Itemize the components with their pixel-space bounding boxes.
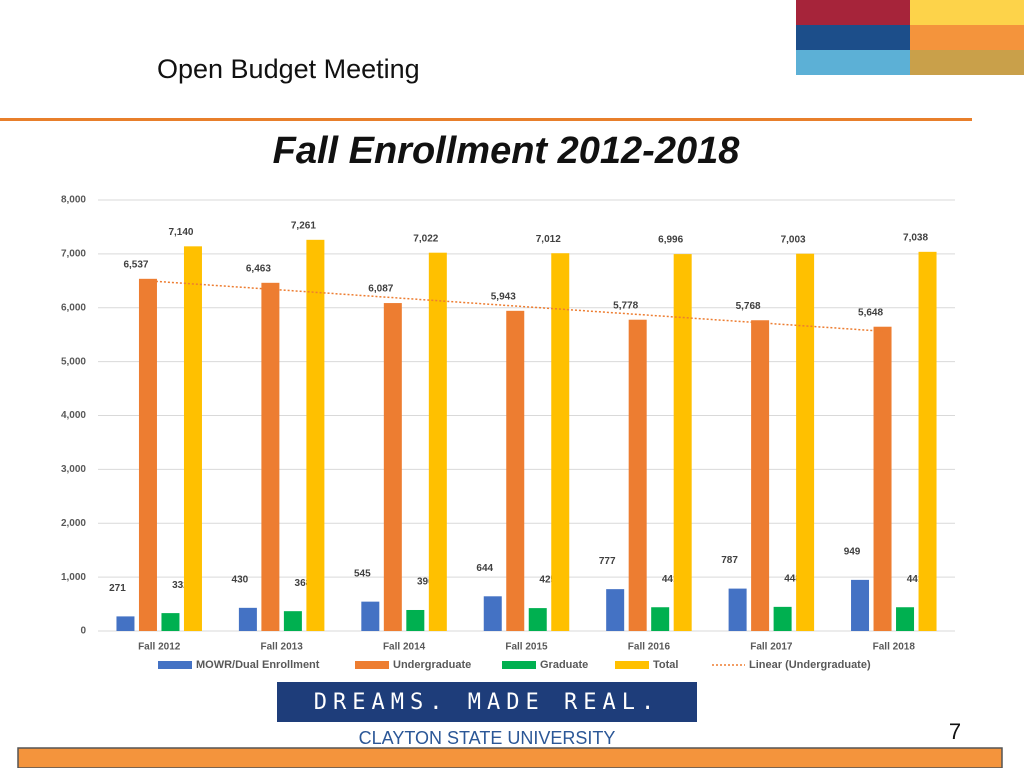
legend-label: Undergraduate [393,659,471,671]
data-label: 6,537 [123,259,148,270]
data-label: 7,012 [536,234,561,245]
bar [628,319,647,631]
university: CLAYTON STATE UNIVERSITY [359,728,616,748]
x-tick-label: Fall 2013 [261,642,304,653]
data-label: 368 [295,578,312,589]
decor-block [910,50,1024,75]
bar [551,253,570,631]
bar [183,246,202,631]
y-tick-label: 0 [80,626,86,637]
data-label: 6,996 [658,235,683,246]
data-label: 7,261 [291,220,316,231]
page-number: 7 [949,719,961,744]
data-label: 7,038 [903,232,928,243]
data-label: 949 [844,547,861,558]
bar [283,611,302,631]
bar [306,239,325,631]
bar [361,601,380,631]
data-label: 441 [662,574,679,585]
bar [851,579,870,631]
data-label: 7,022 [413,233,438,244]
x-tick-label: Fall 2017 [750,642,793,653]
data-label: 6,463 [246,263,271,274]
legend-label: Total [653,659,678,671]
legend-label: Linear (Undergraduate) [749,659,871,671]
decor-block [796,50,910,75]
bar [238,607,257,631]
data-label: 390 [417,577,434,588]
y-tick-label: 5,000 [61,356,86,367]
data-label: 5,648 [858,307,883,318]
bar [506,310,525,631]
data-label: 7,003 [781,234,806,245]
trendline [147,280,883,332]
bar [673,254,692,631]
legend-label: MOWR/Dual Enrollment [196,659,320,671]
y-tick-label: 1,000 [61,572,86,583]
y-tick-label: 8,000 [61,195,86,206]
footer-bar [17,747,1003,769]
bar [751,320,770,631]
bar [873,326,892,631]
data-label: 441 [907,574,924,585]
y-tick-label: 3,000 [61,464,86,475]
x-tick-label: Fall 2018 [873,642,916,653]
header: Open Budget Meeting [157,54,420,84]
bar [406,609,425,631]
x-tick-label: Fall 2015 [505,642,548,653]
decor-block [796,25,910,50]
data-label: 5,943 [491,291,516,302]
header-rule [0,118,972,121]
legend-swatch [615,661,649,669]
bar [606,589,625,631]
data-label: 430 [232,574,249,585]
y-tick-label: 6,000 [61,302,86,313]
decor-block [910,25,1024,50]
x-tick-label: Fall 2012 [138,642,181,653]
legend-swatch [158,661,192,669]
x-tick-label: Fall 2014 [383,642,426,653]
data-label: 271 [109,583,126,594]
legend-label: Graduate [540,659,588,671]
data-label: 448 [784,574,801,585]
data-label: 5,778 [613,300,638,311]
bar [528,608,547,631]
y-tick-label: 2,000 [61,518,86,529]
bar [796,253,815,631]
banner: DREAMS. MADE REAL. [314,690,660,715]
data-label: 787 [721,555,738,566]
data-label: 7,140 [168,227,193,238]
data-label: 332 [172,580,189,591]
data-label: 644 [476,563,493,574]
data-label: 425 [539,575,556,586]
decor-block [910,0,1024,25]
banner-box [277,682,697,722]
y-tick-label: 4,000 [61,410,86,421]
y-tick-label: 7,000 [61,249,86,260]
chart: 0 1,000 2,000 3,000 4,000 5,000 6,000 7,000 8,00… [61,195,955,671]
bar [918,251,937,631]
data-label: 5,768 [736,301,761,312]
x-tick-label: Fall 2016 [628,642,671,653]
bar [261,282,280,631]
bar [728,588,747,631]
legend-swatch [355,661,389,669]
bar [161,613,180,631]
bar [483,596,502,631]
data-label: 6,087 [368,284,393,295]
bar [896,607,915,631]
bar [383,303,402,631]
bar [138,278,157,631]
bar [428,252,447,631]
data-label: 545 [354,568,371,579]
bar [773,606,792,631]
chart-title: Fall Enrollment 2012-2018 [273,130,741,172]
legend-swatch [502,661,536,669]
data-label: 777 [599,556,616,567]
bar [651,607,670,631]
decor-block [796,0,910,25]
bar [116,616,135,631]
